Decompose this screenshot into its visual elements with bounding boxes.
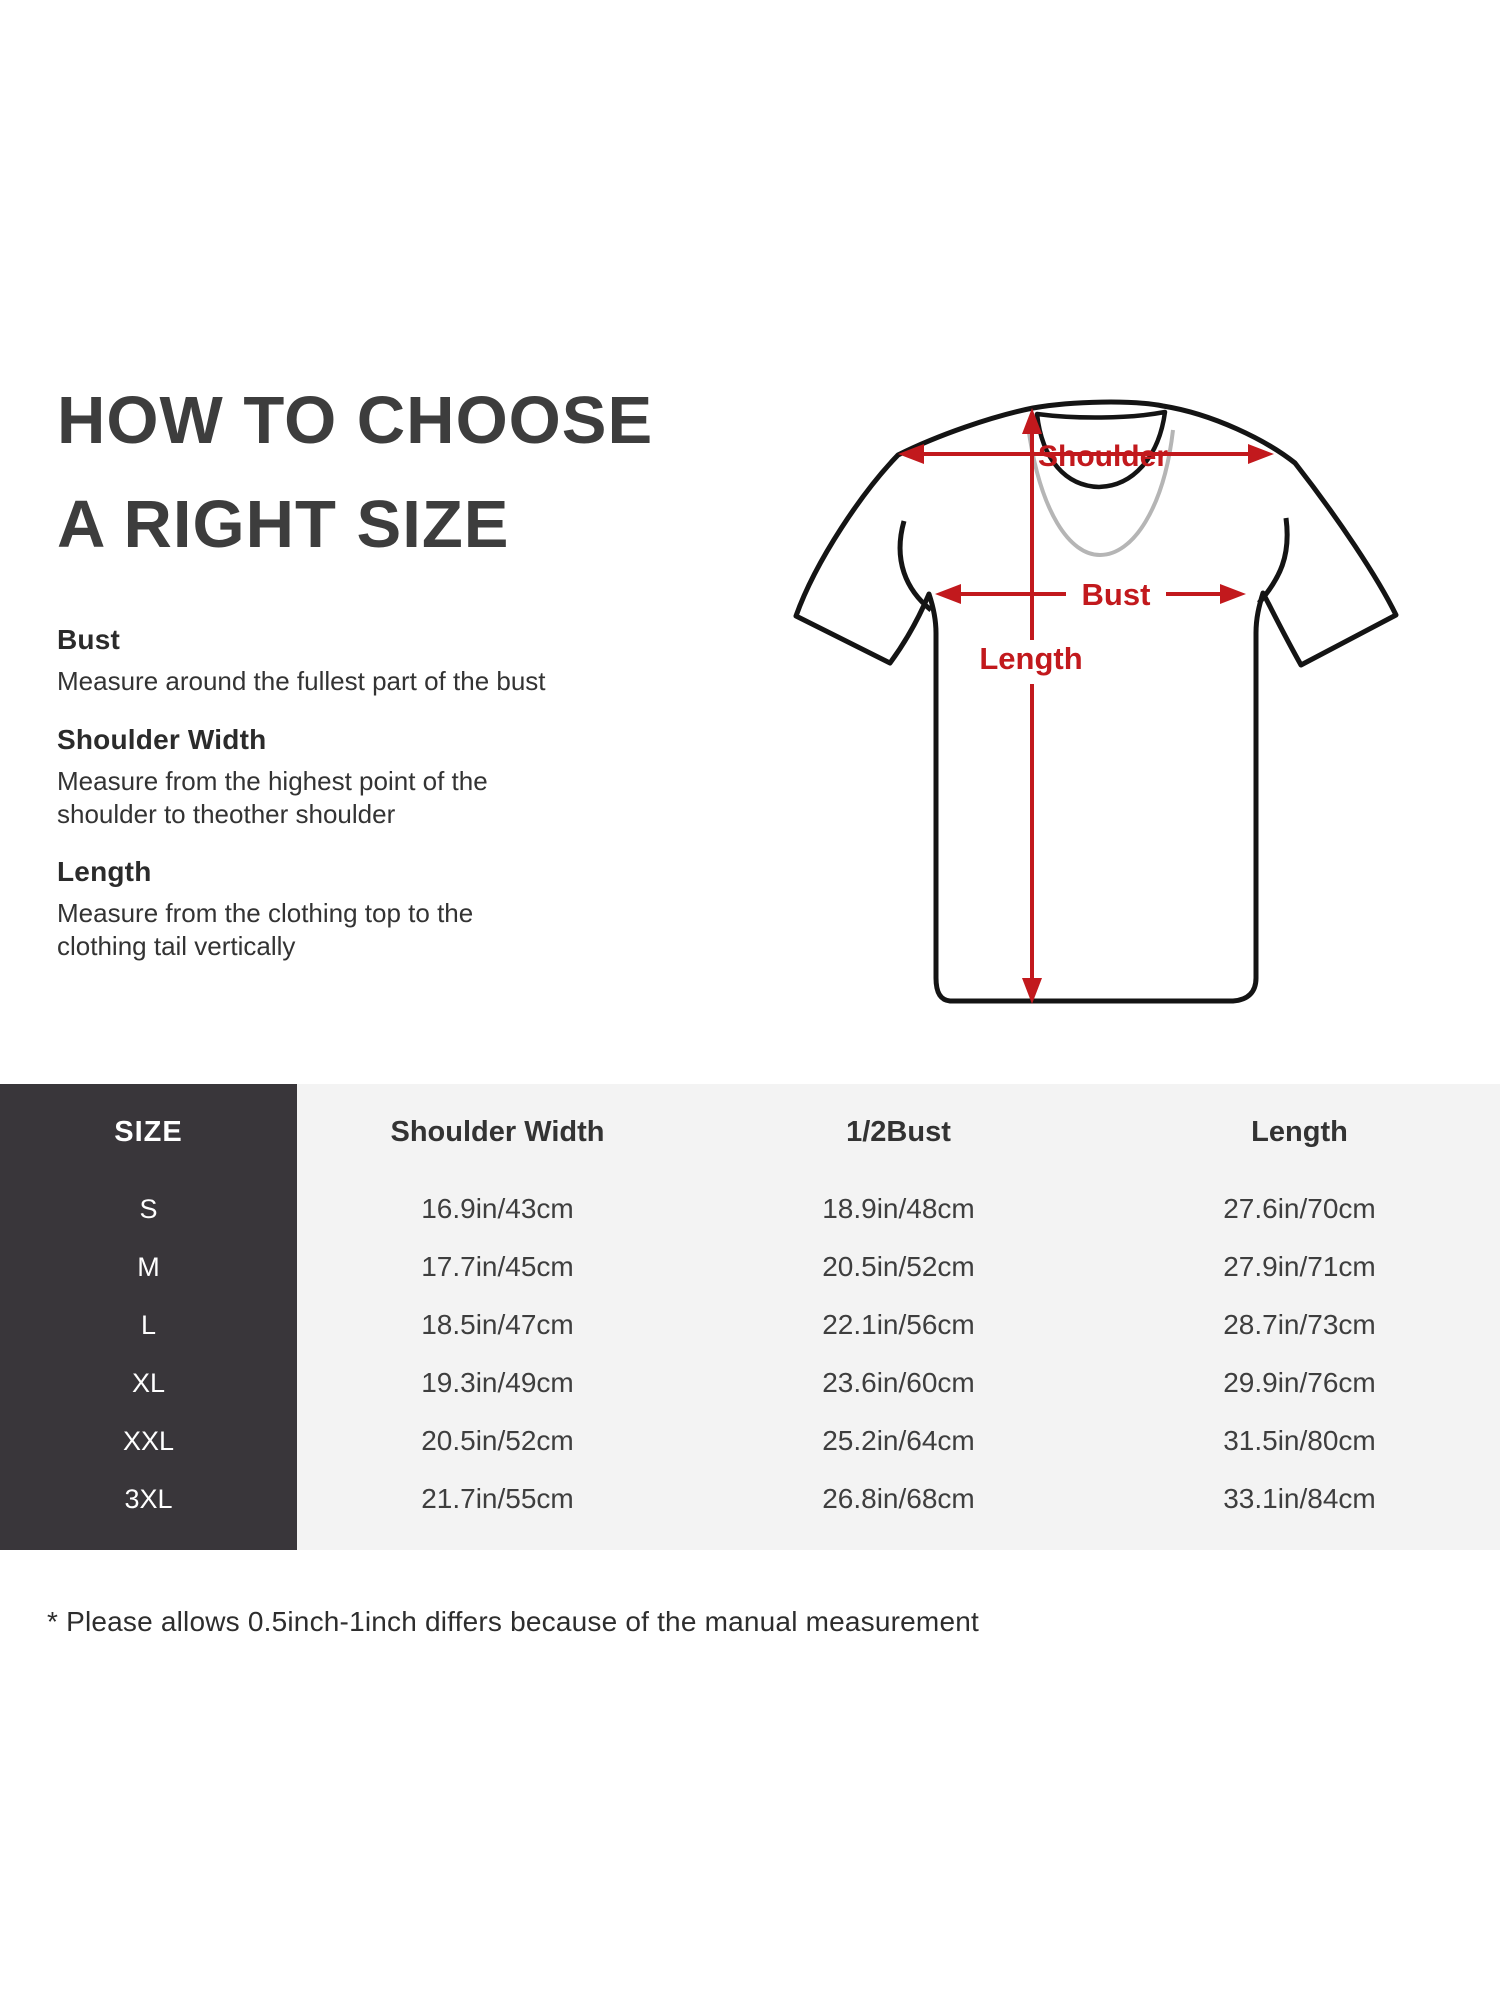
- half-bust-value: 26.8in/68cm: [822, 1483, 975, 1514]
- length-value: 28.7in/73cm: [1223, 1309, 1376, 1340]
- instruction-length-text-line-2: clothing tail vertically: [57, 931, 296, 961]
- half-bust-value: 20.5in/52cm: [822, 1251, 975, 1282]
- right-sleeve-seam: [1257, 517, 1290, 605]
- instruction-length-text-line-1: Measure from the clothing top to the: [57, 898, 474, 928]
- instruction-bust-heading: Bust: [57, 624, 121, 655]
- table-row-3xl: 3XL 21.7in/55cm 26.8in/68cm 33.1in/84cm: [0, 1470, 1500, 1528]
- size-label: XXL: [122, 1425, 175, 1456]
- length-value: 27.6in/70cm: [1223, 1193, 1376, 1224]
- shoulder-width-value: 17.7in/45cm: [421, 1251, 574, 1282]
- size-label: XL: [131, 1367, 166, 1398]
- instruction-bust: Bust Measure around the fullest part of …: [57, 624, 617, 698]
- bust-label: Bust: [1082, 577, 1151, 612]
- page-title: HOW TO CHOOSE A RIGHT SIZE: [57, 369, 653, 577]
- instruction-shoulder-heading: Shoulder Width: [57, 724, 267, 755]
- shoulder-width-value: 21.7in/55cm: [421, 1483, 574, 1514]
- half-bust-value: 23.6in/60cm: [822, 1367, 975, 1398]
- collar-opening: [1034, 409, 1168, 490]
- shoulder-label: Shoulder: [1038, 440, 1168, 473]
- length-label: Length: [979, 641, 1082, 676]
- instruction-length-heading: Length: [57, 856, 152, 887]
- column-header-length: Length: [1251, 1115, 1348, 1148]
- bust-measure-arrow: [935, 584, 1246, 604]
- shoulder-width-value: 20.5in/52cm: [421, 1425, 574, 1456]
- instruction-shoulder-text-line-2: shoulder to theother shoulder: [57, 799, 396, 829]
- instruction-shoulder-width: Shoulder Width Measure from the highest …: [57, 724, 617, 831]
- half-bust-value: 18.9in/48cm: [822, 1193, 975, 1224]
- instruction-shoulder-text-line-1: Measure from the highest point of the: [57, 766, 488, 796]
- instruction-bust-text: Measure around the fullest part of the b…: [57, 666, 546, 696]
- shoulder-width-value: 19.3in/49cm: [421, 1367, 574, 1398]
- title-line-2: A RIGHT SIZE: [57, 487, 510, 562]
- size-column-header: SIZE: [114, 1115, 183, 1148]
- half-bust-value: 22.1in/56cm: [822, 1309, 975, 1340]
- size-label: L: [140, 1309, 157, 1340]
- table-header-row: SIZE Shoulder Width 1/2Bust Length: [0, 1084, 1500, 1180]
- table-row-m: M 17.7in/45cm 20.5in/52cm 27.9in/71cm: [0, 1238, 1500, 1296]
- size-label: 3XL: [124, 1483, 173, 1514]
- tshirt-outline: [793, 399, 1399, 1004]
- size-label: M: [137, 1251, 160, 1282]
- left-sleeve-seam: [897, 520, 933, 612]
- collar-shadow-arc: [1026, 425, 1175, 558]
- length-value: 33.1in/84cm: [1223, 1483, 1376, 1514]
- half-bust-value: 25.2in/64cm: [822, 1425, 975, 1456]
- length-value: 29.9in/76cm: [1223, 1367, 1376, 1398]
- size-label: S: [139, 1193, 158, 1224]
- title-line-1: HOW TO CHOOSE: [57, 383, 654, 458]
- tshirt-measurement-diagram: Shoulder Bust Length: [588, 288, 1418, 1028]
- shoulder-measure-arrow: [898, 444, 1274, 464]
- length-value: 27.9in/71cm: [1223, 1251, 1376, 1282]
- size-table: SIZE Shoulder Width 1/2Bust Length S 16.…: [0, 1084, 1500, 1550]
- shoulder-width-value: 16.9in/43cm: [421, 1193, 574, 1224]
- table-row-l: L 18.5in/47cm 22.1in/56cm 28.7in/73cm: [0, 1296, 1500, 1354]
- table-row-xxl: XXL 20.5in/52cm 25.2in/64cm 31.5in/80cm: [0, 1412, 1500, 1470]
- column-header-half-bust: 1/2Bust: [846, 1115, 951, 1148]
- size-column-background: [0, 1084, 297, 1550]
- instruction-length: Length Measure from the clothing top to …: [57, 856, 617, 963]
- table-row-xl: XL 19.3in/49cm 23.6in/60cm 29.9in/76cm: [0, 1354, 1500, 1412]
- table-row-s: S 16.9in/43cm 18.9in/48cm 27.6in/70cm: [0, 1180, 1500, 1238]
- column-header-shoulder-width: Shoulder Width: [390, 1115, 605, 1148]
- measurement-disclaimer: * Please allows 0.5inch-1inch differs be…: [47, 1606, 979, 1637]
- length-value: 31.5in/80cm: [1223, 1425, 1376, 1456]
- shoulder-width-value: 18.5in/47cm: [421, 1309, 574, 1340]
- length-measure-arrow: [1022, 408, 1042, 1004]
- tshirt-diagram-icon: Shoulder Bust Length: [793, 399, 1399, 1004]
